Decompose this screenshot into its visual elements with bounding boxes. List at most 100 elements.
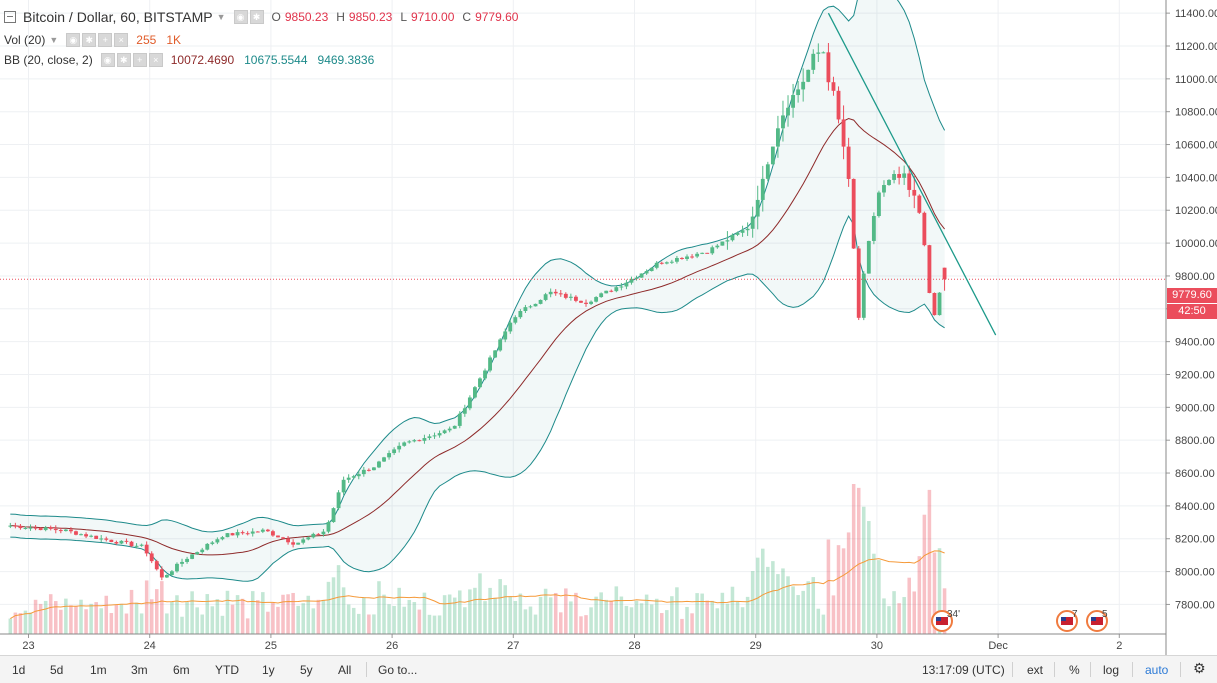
volume-label[interactable]: Vol (20) (4, 33, 46, 47)
time-tick-label: 24 (144, 640, 156, 652)
range-5y[interactable]: 5y (300, 663, 313, 677)
settings-icon[interactable]: ✱ (249, 10, 264, 24)
volume-bar (326, 581, 331, 634)
range-ytd[interactable]: YTD (215, 663, 239, 677)
candle-body (296, 542, 301, 545)
bollinger-basis-value: 10072.4690 (170, 53, 235, 67)
candle-body (265, 529, 270, 532)
volume-bar (357, 613, 361, 634)
volume-bar (432, 615, 437, 634)
percent-toggle[interactable]: % (1069, 663, 1080, 677)
candle-body (755, 199, 760, 217)
volume-bar (261, 592, 265, 634)
range-5d[interactable]: 5d (50, 663, 64, 677)
candle-body (902, 173, 907, 178)
candle-body (568, 296, 573, 298)
volume-bar (644, 594, 649, 634)
candle-body (170, 571, 174, 575)
time-tick-label: 2 (1116, 640, 1122, 652)
candle-body (518, 311, 523, 318)
range-6m[interactable]: 6m (173, 663, 190, 677)
eye-icon[interactable]: ◉ (66, 33, 81, 47)
gear-icon[interactable]: ⚙ (1193, 660, 1206, 676)
candle-body (558, 293, 563, 295)
volume-bar (99, 608, 103, 634)
candle-body (255, 531, 260, 533)
candle-body (533, 303, 538, 307)
volume-bar (781, 568, 785, 634)
goto-button[interactable]: Go to... (378, 663, 418, 677)
candle-body (488, 357, 492, 371)
grid (0, 0, 1166, 634)
eye-icon[interactable]: ◉ (100, 53, 115, 67)
bollinger-label[interactable]: BB (20, close, 2) (4, 53, 93, 67)
candle-body (427, 436, 432, 439)
volume-bar (210, 606, 215, 634)
candle-body (629, 278, 634, 283)
candle-body (740, 230, 745, 233)
log-toggle[interactable]: log (1103, 663, 1120, 677)
price-tick-label: 10400.00 (1175, 172, 1217, 184)
volume-bar (927, 489, 932, 634)
volume-bar (740, 607, 745, 634)
volume-bar (387, 604, 391, 634)
time-tick-label: 26 (386, 640, 398, 652)
range-1m[interactable]: 1m (90, 663, 107, 677)
volume-bar (422, 592, 427, 634)
candle-body (942, 267, 947, 280)
add-icon[interactable]: + (132, 53, 147, 67)
candle-body (250, 531, 255, 534)
price-tick-label: 8000.00 (1175, 567, 1215, 579)
candle-body (291, 542, 296, 545)
range-3m[interactable]: 3m (131, 663, 148, 677)
volume-bar (660, 613, 664, 634)
eye-icon[interactable]: ◉ (233, 10, 248, 24)
candle-body (260, 529, 265, 532)
trendline[interactable] (827, 12, 997, 336)
range-1d[interactable]: 1d (12, 663, 26, 677)
volume-bar (503, 585, 507, 634)
candle-body (402, 442, 407, 446)
event-badges[interactable]: 34' 7 5 (931, 609, 1108, 632)
volume-bar (826, 539, 831, 634)
event-badge-count: 5 (1102, 609, 1108, 620)
collapse-icon[interactable] (4, 11, 16, 23)
ext-toggle[interactable]: ext (1027, 663, 1044, 677)
close-icon[interactable]: × (148, 53, 163, 67)
volume-bar (281, 594, 285, 634)
auto-toggle[interactable]: auto (1145, 663, 1169, 677)
chevron-down-icon[interactable]: ▼ (49, 35, 59, 45)
volume-bar (104, 595, 109, 634)
volume-bar (155, 589, 159, 634)
time-tick-label: 25 (265, 640, 277, 652)
candle-body (765, 164, 770, 179)
volume-bar (564, 588, 568, 634)
settings-icon[interactable]: ✱ (82, 33, 97, 47)
volume-bar (225, 590, 230, 634)
candle-body (417, 440, 422, 442)
candle-body (796, 89, 801, 96)
range-all[interactable]: All (338, 663, 352, 677)
volume-bar (877, 560, 881, 634)
clock-readout[interactable]: 13:17:09 (UTC) (922, 663, 1005, 677)
settings-icon[interactable]: ✱ (116, 53, 131, 67)
symbol-title[interactable]: Bitcoin / Dollar, 60, BITSTAMP (23, 9, 213, 25)
candle-body (311, 533, 316, 538)
candle-body (276, 535, 280, 538)
volume-bar (872, 553, 876, 634)
chevron-down-icon[interactable]: ▼ (216, 12, 226, 22)
candle-body (195, 552, 200, 555)
volume-bar (700, 593, 704, 634)
volume-bar (478, 573, 482, 634)
volume-bar (498, 579, 502, 634)
candle-body (654, 262, 659, 268)
volume-bar (245, 618, 250, 634)
volume-bar (907, 577, 911, 634)
volume-bar (200, 614, 204, 634)
candle-body (594, 297, 599, 302)
close-icon[interactable]: × (114, 33, 129, 47)
range-1y[interactable]: 1y (262, 663, 275, 677)
candle-body (230, 533, 235, 536)
add-icon[interactable]: + (98, 33, 113, 47)
